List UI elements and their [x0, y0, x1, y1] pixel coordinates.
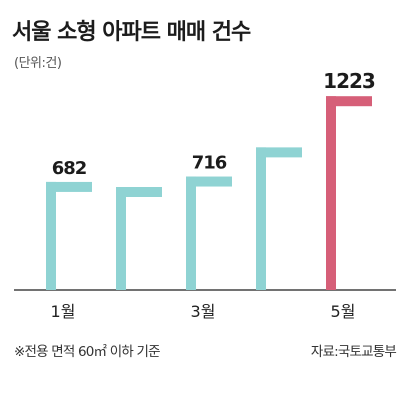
x-tick-label-1: 1월: [51, 302, 76, 321]
value-label-1: 682: [52, 158, 87, 179]
bar-3-stem: [186, 176, 196, 290]
footnote: ※전용 면적 60㎡ 이하 기준: [14, 344, 161, 360]
chart-title: 서울 소형 아파트 매매 건수: [12, 20, 251, 45]
bar-5-top: [326, 96, 372, 107]
bar-3-top: [186, 176, 232, 187]
bar-4-top: [256, 147, 302, 158]
bar-4-stem: [256, 147, 266, 290]
x-tick-label-3: 3월: [191, 302, 216, 321]
source-note: 자료:국토교통부: [310, 344, 397, 360]
value-label-5: 1223: [323, 69, 375, 93]
value-label-3: 716: [192, 153, 227, 174]
bar-2-stem: [116, 187, 126, 290]
bar-1-top: [46, 181, 92, 192]
x-tick-label-5: 5월: [331, 302, 356, 321]
bar-1-stem: [46, 181, 56, 290]
bar-2-top: [116, 187, 162, 197]
unit-label: (단위:건): [14, 56, 62, 71]
bar-5-stem: [326, 96, 336, 290]
